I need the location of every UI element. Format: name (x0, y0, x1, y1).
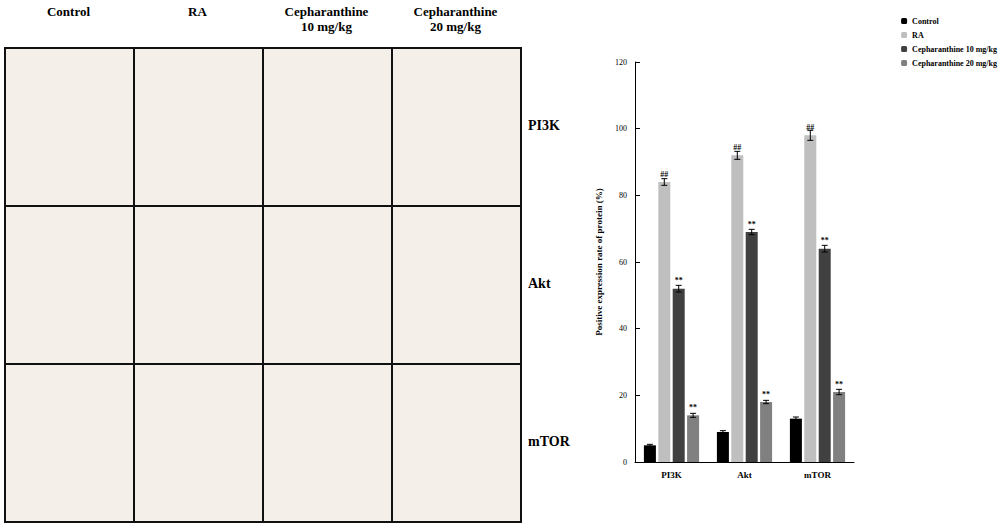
svg-text:Control: Control (912, 17, 939, 26)
html-text:Cepharanthine: Cepharanthine (413, 4, 498, 19)
svg-text:**: ** (675, 276, 683, 285)
svg-text:0: 0 (623, 458, 627, 467)
svg-text:Cepharanthine 10 mg/kg: Cepharanthine 10 mg/kg (912, 45, 997, 54)
svg-text:Akt: Akt (737, 470, 752, 480)
svg-text:Positive expression rate of pr: Positive expression rate of protein (%) (594, 188, 604, 335)
html-text:20 mg/kg: 20 mg/kg (430, 19, 481, 34)
svg-text:**: ** (748, 220, 756, 229)
svg-text:##: ## (806, 123, 814, 132)
html-text:Cepharanthine: Cepharanthine (284, 4, 369, 19)
svg-text:80: 80 (619, 191, 627, 200)
svg-text:PI3K: PI3K (661, 470, 682, 480)
html-text:Control: Control (46, 4, 90, 19)
html-text:mTOR: mTOR (528, 434, 570, 449)
svg-text:20: 20 (619, 391, 627, 400)
svg-text:**: ** (689, 403, 697, 412)
html-text:Akt: Akt (528, 276, 551, 291)
html-text:10 mg/kg: 10 mg/kg (301, 19, 352, 34)
svg-text:**: ** (821, 236, 829, 245)
html-text:PI3K: PI3K (528, 118, 560, 133)
svg-text:mTOR: mTOR (804, 470, 831, 480)
svg-text:100: 100 (615, 124, 627, 133)
html-text:RA: RA (188, 4, 207, 19)
svg-text:##: ## (733, 143, 741, 152)
svg-text:RA: RA (912, 31, 924, 40)
svg-text:##: ## (660, 170, 668, 179)
svg-text:**: ** (762, 390, 770, 399)
svg-text:40: 40 (619, 324, 627, 333)
svg-text:**: ** (835, 380, 843, 389)
svg-text:60: 60 (619, 258, 627, 267)
svg-text:Cepharanthine 20 mg/kg: Cepharanthine 20 mg/kg (912, 59, 997, 68)
svg-text:120: 120 (615, 58, 627, 67)
